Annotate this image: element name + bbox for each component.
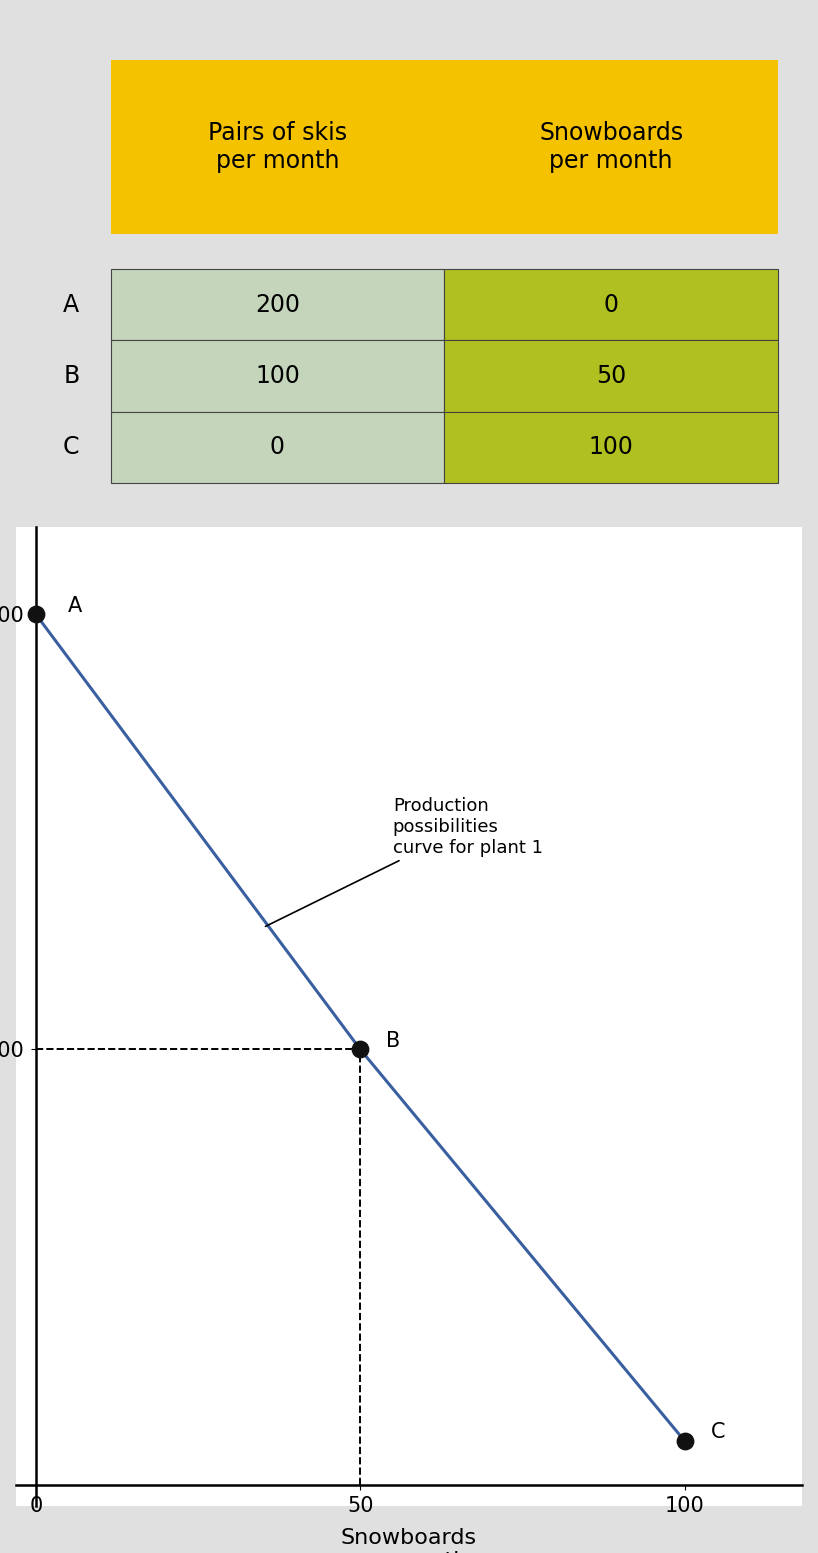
Text: 200: 200 [255,292,300,317]
Bar [110,61,444,233]
Text: C: C [711,1423,726,1443]
Text: 0: 0 [270,435,285,460]
Text: 0: 0 [604,292,618,317]
Bar [444,412,778,483]
Text: 100: 100 [589,435,634,460]
Text: A: A [63,292,79,317]
Text: B: B [386,1031,401,1051]
Text: 100: 100 [255,363,300,388]
Bar [110,269,444,340]
Point [353,1037,366,1062]
Bar [110,412,444,483]
X-axis label: Snowboards
per month: Snowboards per month [341,1528,477,1553]
Text: Snowboards
per month: Snowboards per month [539,121,683,172]
Text: Production
possibilities
curve for plant 1: Production possibilities curve for plant… [266,797,543,927]
Text: A: A [68,596,83,615]
Bar [444,340,778,412]
Text: B: B [63,363,79,388]
Point [678,1429,691,1454]
Text: 50: 50 [596,363,627,388]
Text: C: C [63,435,79,460]
Text: Pairs of skis
per month: Pairs of skis per month [208,121,347,172]
Point [29,603,43,627]
Bar [444,269,778,340]
Bar [110,340,444,412]
Bar [444,61,778,233]
